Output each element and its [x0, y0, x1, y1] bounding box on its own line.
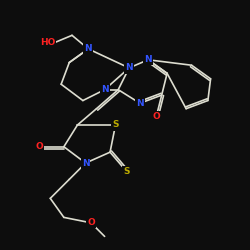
Text: N: N — [82, 158, 90, 168]
Text: O: O — [152, 112, 160, 121]
Text: O: O — [36, 142, 43, 151]
Text: S: S — [123, 167, 130, 176]
Text: N: N — [144, 55, 152, 64]
Text: S: S — [112, 120, 119, 130]
Text: N: N — [125, 64, 133, 72]
Text: O: O — [87, 218, 95, 227]
Text: HO: HO — [40, 38, 55, 46]
Text: N: N — [84, 44, 92, 54]
Text: N: N — [101, 85, 108, 94]
Text: N: N — [136, 99, 144, 108]
